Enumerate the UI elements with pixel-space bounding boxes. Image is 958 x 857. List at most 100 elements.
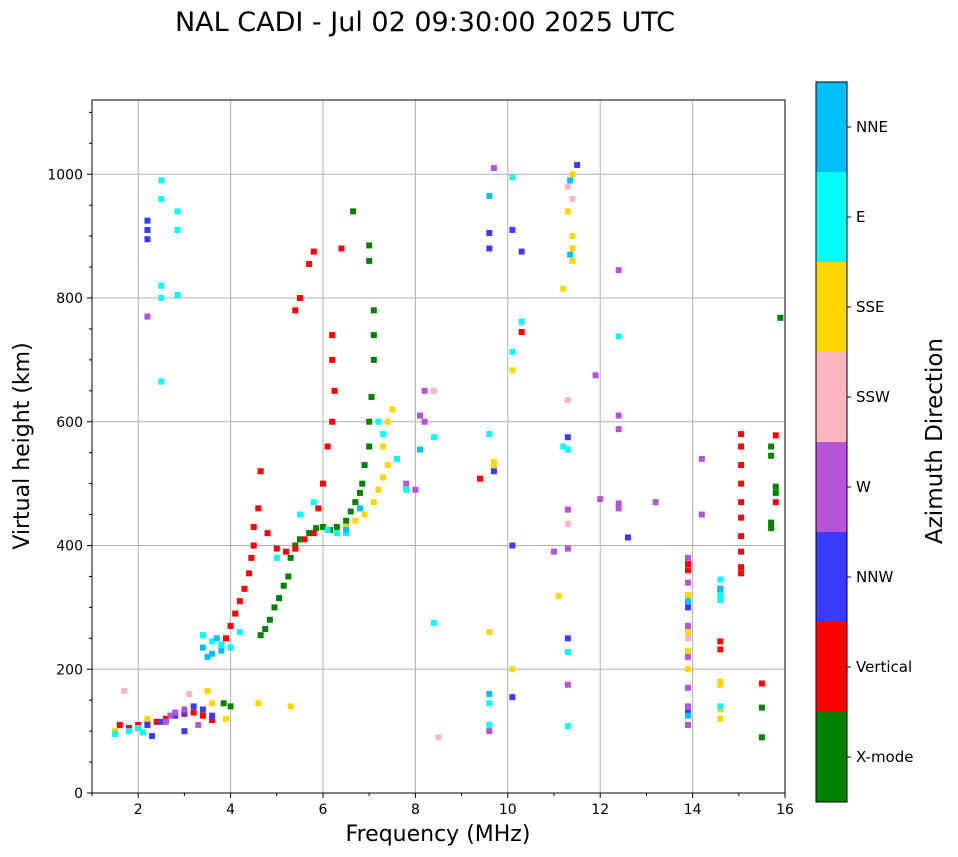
echo-point: [158, 718, 165, 725]
echo-point: [486, 431, 493, 438]
echo-point: [250, 523, 257, 530]
echo-point: [592, 372, 599, 379]
echo-point: [717, 596, 724, 603]
echo-point: [366, 418, 373, 425]
echo-point: [417, 412, 424, 419]
echo-point: [615, 505, 622, 512]
echo-point: [684, 653, 691, 660]
y-tick-label: 800: [56, 291, 83, 307]
echo-point: [717, 585, 724, 592]
echo-point: [329, 332, 336, 339]
echo-point: [615, 412, 622, 419]
echo-point: [567, 177, 574, 184]
echo-point: [569, 245, 576, 252]
echo-point: [758, 704, 765, 711]
echo-point: [403, 480, 410, 487]
echo-point: [199, 706, 206, 713]
echo-point: [199, 632, 206, 639]
colorbar-label: SSW: [856, 388, 890, 406]
series-nne: [199, 177, 724, 719]
echo-point: [287, 703, 294, 710]
axis-layer: 2 4 6 8 10 12 14 16 0 200 400 600 800 1000: [47, 99, 794, 818]
echo-point: [717, 646, 724, 653]
echo-point: [698, 455, 705, 462]
colorbar-frame: [815, 81, 848, 803]
echo-point: [574, 161, 581, 168]
echo-point: [486, 629, 493, 636]
echo-point: [615, 333, 622, 340]
echo-point: [186, 691, 193, 697]
x-axis-label: Frequency (MHz): [346, 822, 531, 847]
echo-point: [509, 226, 516, 233]
echo-point: [569, 171, 576, 178]
echo-point: [738, 564, 745, 571]
echo-point: [320, 480, 326, 487]
echo-point: [509, 694, 516, 701]
colorbar-label: NNE: [856, 118, 888, 136]
echo-point: [209, 712, 216, 719]
echo-point: [273, 545, 280, 552]
y-axis-label: Virtual height (km): [10, 342, 35, 549]
echo-point: [738, 431, 745, 438]
echo-point: [370, 332, 377, 339]
chart-title: NAL CADI - Jul 02 09:30:00 2025 UTC: [175, 7, 675, 38]
echo-point: [777, 314, 784, 321]
echo-point: [135, 725, 142, 732]
echo-point: [236, 598, 243, 605]
echo-point: [684, 635, 691, 642]
series-vertical: [116, 245, 779, 732]
echo-point: [717, 681, 724, 688]
echo-point: [435, 734, 442, 741]
echo-point: [158, 177, 165, 184]
grid-layer: [92, 100, 786, 794]
echo-point: [306, 530, 313, 537]
echo-point: [366, 242, 373, 249]
echo-point: [717, 576, 724, 583]
echo-point: [717, 715, 724, 722]
echo-point: [758, 734, 765, 741]
series-w: [144, 165, 705, 735]
echo-point: [125, 725, 132, 732]
echo-point: [213, 635, 220, 642]
echo-point: [569, 196, 576, 202]
echo-point: [772, 432, 779, 439]
y-tick-label: 1000: [47, 167, 83, 183]
echo-point: [280, 582, 287, 589]
echo-point: [403, 486, 410, 493]
echo-point: [366, 257, 373, 264]
echo-point: [564, 648, 571, 655]
echo-point: [343, 530, 350, 537]
colorbar-label: W: [856, 478, 871, 496]
echo-point: [172, 709, 179, 716]
x-tick-label: 2: [134, 802, 143, 818]
echo-point: [717, 706, 724, 713]
echo-point: [255, 700, 262, 707]
echo-point: [218, 641, 225, 648]
echo-point: [717, 590, 724, 597]
echo-point: [292, 542, 299, 549]
echo-point: [273, 554, 280, 561]
echo-point: [352, 499, 359, 506]
echo-point: [301, 536, 308, 543]
echo-point: [266, 616, 273, 623]
echo-point: [361, 511, 368, 518]
echo-point: [564, 520, 571, 527]
echo-point: [209, 700, 216, 707]
x-tick-label: 16: [776, 802, 794, 818]
echo-point: [597, 496, 604, 503]
echo-point: [564, 446, 571, 453]
echo-point: [329, 418, 336, 425]
x-tick-label: 12: [591, 802, 609, 818]
colorbar-label: NNW: [856, 568, 893, 586]
echo-point: [717, 678, 724, 685]
echo-point: [758, 680, 765, 687]
echo-point: [313, 525, 320, 532]
colorbar-swatch: [816, 262, 847, 352]
echo-point: [509, 174, 516, 181]
colorbar-swatch: [816, 172, 847, 262]
echo-point: [486, 230, 493, 237]
echo-point: [486, 192, 493, 199]
echo-point: [684, 703, 691, 710]
echo-point: [615, 267, 622, 274]
echo-point: [684, 709, 691, 716]
